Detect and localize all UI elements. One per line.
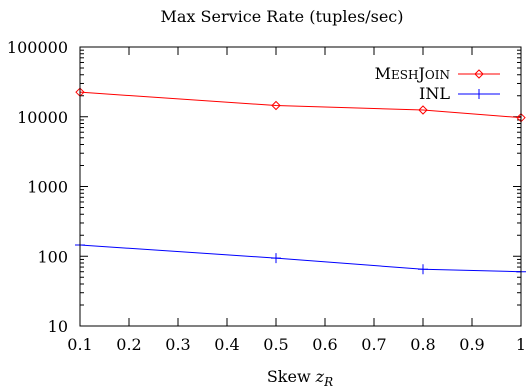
x-tick-label-7: 0.8	[410, 335, 435, 354]
x-tick-label-5: 0.6	[312, 335, 337, 354]
legend-meshjoin-initial-j: J	[417, 64, 425, 83]
series-line-meshjoin	[79, 91, 522, 119]
plot-area	[75, 87, 526, 277]
legend-meshjoin-smallcaps-oin: OIN	[425, 68, 450, 82]
x-tick-label-1: 0.2	[116, 335, 141, 354]
legend-label-meshjoin: MESHJOIN	[375, 64, 450, 83]
y-tick-label-1: 100	[37, 247, 68, 266]
y-tick-label-4: 100000	[7, 38, 68, 57]
y-axis: 10 100 1000 10000 100000	[7, 38, 521, 336]
x-tick-label-3: 0.4	[214, 335, 239, 354]
point-inl-2	[418, 264, 428, 275]
legend-meshjoin-smallcaps-esh: ESH	[391, 68, 418, 82]
x-axis-label-symbol: z	[315, 367, 325, 386]
plot-frame	[79, 46, 522, 327]
x-tick-label-9: 1	[516, 335, 526, 354]
chart-title: Max Service Rate (tuples/sec)	[160, 7, 403, 26]
y-tick-label-3: 10000	[17, 108, 68, 127]
point-meshjoin-1	[271, 100, 281, 111]
x-axis-label-subscript: R	[323, 375, 333, 389]
series-line-inl	[79, 244, 522, 273]
point-meshjoin-2	[418, 105, 428, 115]
x-tick-label-2: 0.3	[165, 335, 190, 354]
legend-meshjoin-initial-m: M	[375, 64, 391, 83]
x-axis-label: Skew zR	[267, 367, 333, 389]
y-tick-label-2: 1000	[27, 178, 68, 197]
legend: MESHJOIN INL	[375, 64, 500, 103]
x-tick-label-0: 0.1	[67, 335, 92, 354]
x-tick-label-8: 0.9	[459, 335, 484, 354]
legend-label-inl: INL	[419, 84, 450, 103]
x-axis-label-text: Skew	[267, 367, 311, 386]
legend-marker-inl	[474, 89, 484, 99]
x-tick-label-6: 0.7	[361, 335, 386, 354]
x-tick-label-4: 0.5	[263, 335, 288, 354]
x-axis: 0.1 0.2 0.3 0.4 0.5 0.6 0.7 0.8 0.9 1	[67, 47, 526, 354]
y-tick-label-0: 10	[48, 317, 68, 336]
legend-marker-meshjoin	[474, 69, 484, 79]
point-inl-1	[271, 253, 281, 264]
